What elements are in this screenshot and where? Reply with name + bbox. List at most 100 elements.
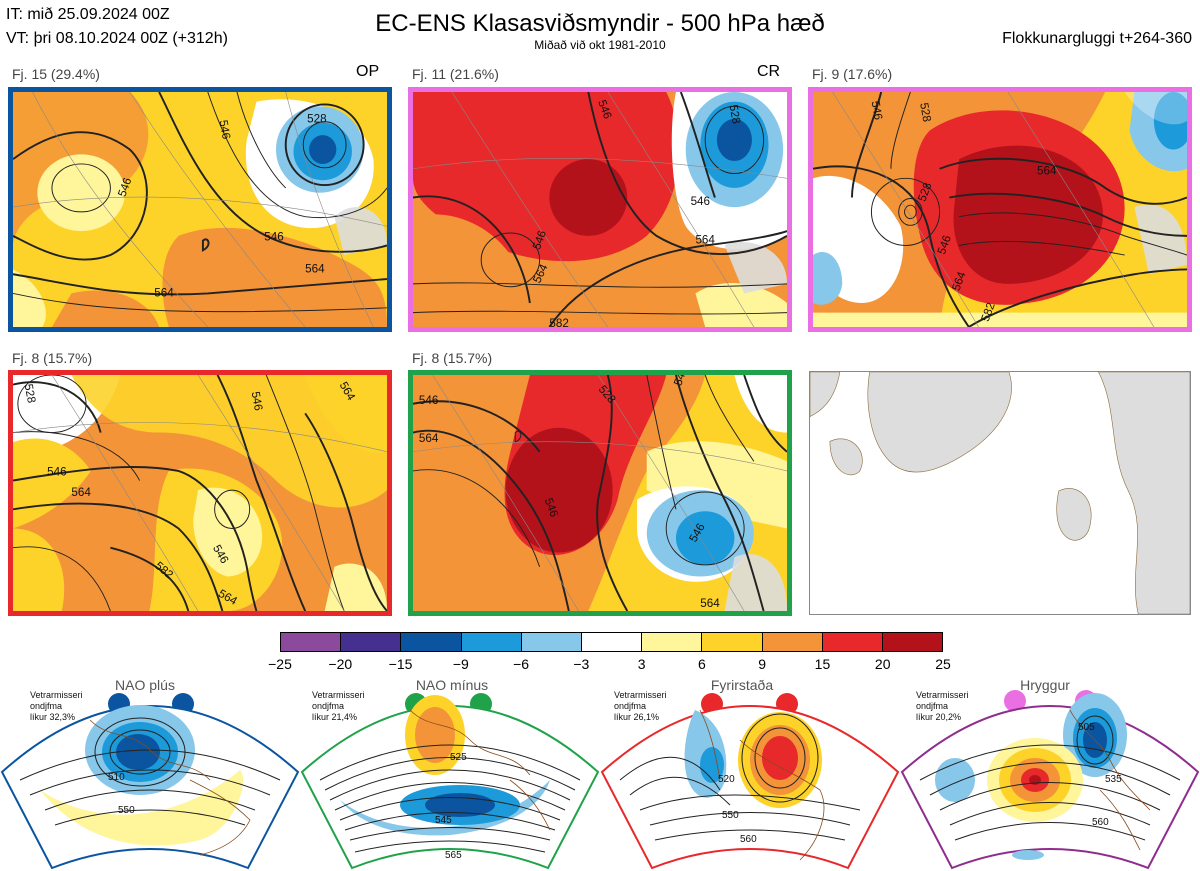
colorbar-swatch — [702, 633, 763, 651]
contour-label: 565 — [445, 850, 462, 861]
cluster-map-5-graphic: 546 528 546 564 546 546 564 — [413, 375, 787, 611]
colorbar-swatch — [882, 633, 943, 651]
regime-2-prob: líkur 21,4% — [312, 712, 358, 722]
regime-1-prob: líkur 32,3% — [30, 712, 76, 722]
colorbar-tick: −25 — [268, 656, 292, 672]
colorbar-tick: −6 — [513, 656, 530, 672]
contour-label: 564 — [695, 235, 715, 247]
colorbar-swatch — [762, 633, 823, 651]
contour-label: 560 — [740, 834, 757, 845]
regime-2-map: 525 545 565 — [300, 695, 600, 870]
contour-label: 546 — [47, 466, 66, 479]
empty-map-graphic — [810, 372, 1190, 614]
page-title: EC-ENS Klasasviðsmyndir - 500 hPa hæð — [375, 10, 825, 37]
contour-label: 525 — [450, 752, 467, 763]
valid-time: VT: þri 08.10.2024 00Z (+312h) — [6, 30, 228, 47]
regime-4-mean: ondjfma — [916, 701, 949, 711]
regime-1-mean: ondjfma — [30, 701, 63, 711]
colorbar-tick: −3 — [573, 656, 590, 672]
contour-label: 564 — [71, 486, 91, 499]
regime-4-season: Vetrarmisseri — [916, 690, 969, 700]
contour-label: 550 — [118, 805, 135, 816]
contour-label: 546 — [419, 394, 438, 407]
colorbar-tick: 15 — [814, 656, 831, 672]
cluster-map-2-graphic: 546 528 546 564 546 564 582 — [413, 92, 787, 327]
contour-label: 546 — [691, 196, 710, 208]
regime-3-map: 520 550 560 — [600, 705, 900, 870]
panel-4-label: Fj. 8 (15.7%) — [12, 350, 93, 366]
cluster-map-1-graphic: 546 528 546 546 564 564 — [13, 92, 387, 327]
cluster-map-2: 546 528 546 564 546 564 582 — [408, 87, 792, 332]
colorbar-swatch — [822, 633, 883, 651]
contour-label: 564 — [154, 287, 174, 299]
colorbar-tick: −20 — [328, 656, 353, 672]
colorbar-swatch — [281, 633, 342, 651]
contour-label: 528 — [727, 104, 742, 125]
panel-2-tag: CR — [757, 63, 781, 80]
contour-label: 546 — [264, 232, 283, 244]
colorbar-tick: 25 — [935, 656, 951, 672]
contour-label: 528 — [917, 102, 932, 123]
contour-label: 520 — [718, 774, 735, 785]
contour-label: 535 — [1105, 774, 1122, 785]
panel-2-label: Fj. 11 (21.6%) — [412, 66, 499, 82]
contour-label: 546 — [542, 496, 561, 518]
page-subtitle: Miðað við okt 1981-2010 — [534, 38, 666, 52]
colorbar-swatch — [642, 633, 703, 651]
colorbar-swatch — [341, 633, 402, 651]
panel-3-label: Fj. 9 (17.6%) — [812, 66, 893, 82]
colorbar-tick: 20 — [874, 656, 891, 672]
contour-label: 564 — [1037, 166, 1057, 178]
contour-label: 560 — [1092, 817, 1109, 828]
classification-window: Flokkunargluggi t+264-360 — [1002, 30, 1192, 47]
cluster-map-5: 546 528 546 564 546 546 564 — [408, 370, 792, 616]
regime-4-title: Hryggur — [1020, 677, 1070, 693]
colorbar-swatch — [581, 633, 643, 651]
cluster-map-3: 528 546 564 528 546 564 582 — [808, 87, 1192, 332]
colorbar-swatch — [401, 633, 462, 651]
panel-1-tag: OP — [356, 63, 380, 80]
contour-label: 546 — [249, 391, 265, 412]
contour-label: 546 — [868, 100, 883, 121]
regime-3-title: Fyrirstaða — [710, 677, 774, 693]
cluster-map-3-graphic: 528 546 564 528 546 564 582 — [813, 92, 1187, 327]
regime-4-map: 505 535 560 — [900, 693, 1200, 870]
empty-map — [809, 371, 1191, 615]
contour-label: 546 — [217, 119, 232, 140]
contour-label: 528 — [307, 114, 326, 126]
colorbar-swatch — [461, 633, 522, 651]
colorbar-tick: 6 — [698, 656, 706, 672]
initial-time: IT: mið 25.09.2024 00Z — [6, 6, 170, 23]
contour-label: 564 — [419, 432, 439, 445]
colorbar-swatch — [521, 633, 582, 651]
contour-label: 564 — [305, 263, 325, 275]
colorbar-tick: 3 — [637, 656, 646, 672]
panel-1-label: Fj. 15 (29.4%) — [12, 66, 100, 82]
regime-2-title: NAO mínus — [415, 677, 489, 693]
contour-label: 550 — [722, 810, 739, 821]
contour-label: 564 — [700, 597, 720, 610]
colorbar — [280, 632, 943, 652]
regime-3-mean: ondjfma — [614, 701, 647, 711]
regime-4-prob: líkur 20,2% — [916, 712, 962, 722]
contour-label: 528 — [22, 383, 38, 404]
colorbar-tick: 9 — [758, 656, 767, 672]
regime-2-season: Vetrarmisseri — [312, 690, 365, 700]
regime-1-season: Vetrarmisseri — [30, 690, 83, 700]
cluster-map-1: 546 528 546 546 564 564 — [8, 87, 392, 332]
regime-3-season: Vetrarmisseri — [614, 690, 667, 700]
cluster-map-4-graphic: 528 546 546 564 564 546 582 564 — [13, 375, 387, 611]
contour-label: 510 — [108, 772, 125, 783]
contour-label: 545 — [435, 815, 452, 826]
regime-1-map: 510 550 — [0, 705, 300, 870]
panel-5-label: Fj. 8 (15.7%) — [412, 350, 493, 366]
contour-label: 505 — [1078, 722, 1095, 733]
regime-3-prob: líkur 26,1% — [614, 712, 660, 722]
cluster-map-4: 528 546 546 564 564 546 582 564 — [8, 370, 392, 616]
colorbar-tick: −15 — [388, 656, 413, 672]
regime-1-title: NAO plús — [115, 677, 175, 693]
colorbar-tick: −9 — [452, 656, 469, 672]
contour-label: 582 — [549, 318, 568, 327]
regime-4-marker-left — [1004, 690, 1026, 712]
regime-2-mean: ondjfma — [312, 701, 345, 711]
